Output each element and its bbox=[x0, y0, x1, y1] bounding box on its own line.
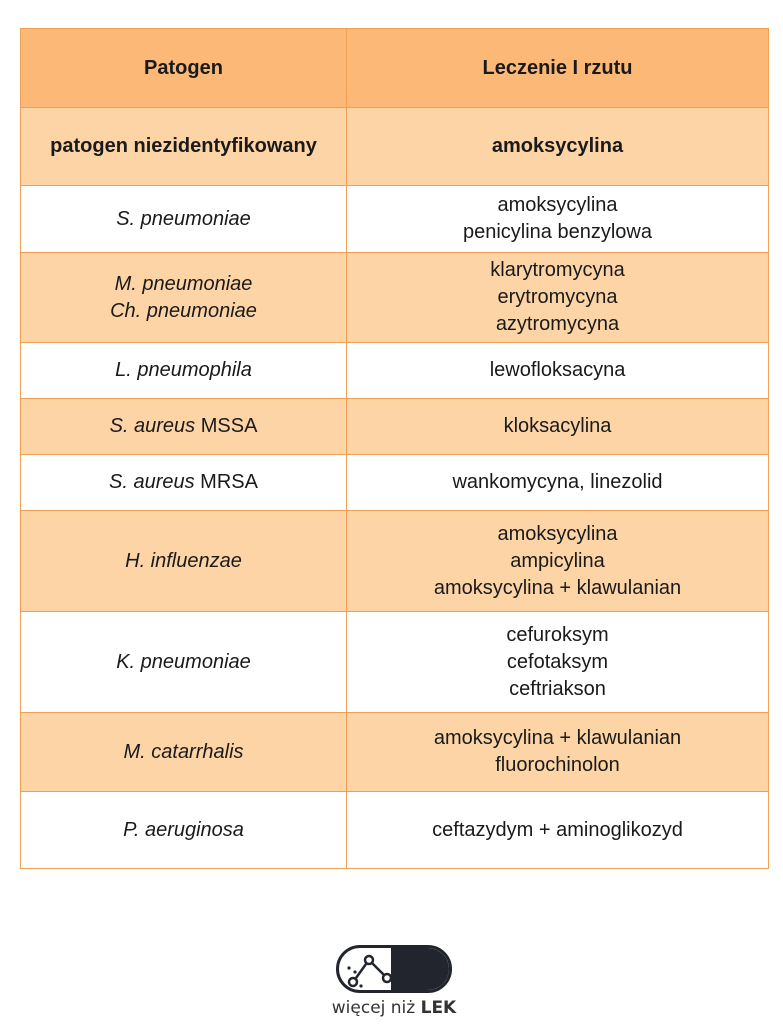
pathogen-cell: K. pneumoniae bbox=[20, 611, 347, 713]
table-row: S. aureus MRSA wankomycyna, linezolid bbox=[20, 454, 769, 511]
table-row: P. aeruginosa ceftazydym + aminoglikozyd bbox=[20, 791, 769, 869]
treatment-cell: amoksycylina + klawulanian fluorochinolo… bbox=[346, 712, 769, 792]
pathogen-name: S. aureus bbox=[109, 471, 195, 493]
treatment-line: ampicylina bbox=[510, 549, 605, 572]
brand-name: LEK bbox=[420, 998, 457, 1018]
pathogen-cell: M. catarrhalis bbox=[20, 712, 347, 792]
treatment-cell: amoksycylina penicylina benzylowa bbox=[346, 185, 769, 253]
treatment-line: cefuroksym bbox=[506, 623, 609, 646]
table-header-row: Patogen Leczenie I rzutu bbox=[20, 28, 769, 108]
header-pathogen: Patogen bbox=[20, 28, 347, 108]
treatment-cell: wankomycyna, linezolid bbox=[346, 454, 769, 511]
header-treatment: Leczenie I rzutu bbox=[346, 28, 769, 108]
pathogen-cell: H. influenzae bbox=[20, 510, 347, 612]
treatment-line: amoksycylina bbox=[497, 194, 618, 216]
treatment-line: amoksycylina + klawulanian bbox=[433, 576, 682, 599]
treatment-cell: amoksycylina bbox=[346, 107, 769, 186]
treatment-line: penicylina benzylowa bbox=[462, 221, 652, 243]
pathogen-line: M. pneumoniae bbox=[114, 272, 253, 295]
brand-logo bbox=[336, 945, 452, 999]
pathogen-cell: S. aureus MRSA bbox=[20, 454, 347, 511]
treatment-line: fluorochinolon bbox=[495, 754, 620, 776]
treatment-line: klarytromycyna bbox=[490, 259, 625, 281]
table-row: S. aureus MSSA kloksacylina bbox=[20, 398, 769, 455]
pill-dark-half bbox=[391, 948, 449, 990]
table-row: M. pneumoniae Ch. pneumoniae klarytromyc… bbox=[20, 252, 769, 343]
pill-icon bbox=[336, 945, 452, 993]
pathogen-strain: MSSA bbox=[195, 415, 258, 437]
table-row: S. pneumoniae amoksycylina penicylina be… bbox=[20, 185, 769, 253]
pathogen-cell: P. aeruginosa bbox=[20, 791, 347, 869]
table-row: M. catarrhalis amoksycylina + klawulania… bbox=[20, 712, 769, 792]
pathogen-line: Ch. pneumoniae bbox=[110, 299, 257, 322]
brand-prefix: więcej niż bbox=[331, 998, 421, 1018]
treatment-table: Patogen Leczenie I rzutu patogen niezide… bbox=[20, 28, 769, 869]
brand-wordmark: więcej niż LEK bbox=[314, 998, 474, 1018]
treatment-cell: lewofloksacyna bbox=[346, 342, 769, 399]
treatment-cell: ceftazydym + aminoglikozyd bbox=[346, 791, 769, 869]
molecule-icon bbox=[347, 954, 393, 988]
treatment-line: azytromycyna bbox=[495, 313, 620, 335]
treatment-cell: amoksycylina ampicylina amoksycylina + k… bbox=[346, 510, 769, 612]
treatment-line: amoksycylina bbox=[497, 522, 618, 545]
pathogen-strain: MRSA bbox=[194, 471, 258, 493]
treatment-cell: klarytromycyna erytromycyna azytromycyna bbox=[346, 252, 769, 343]
treatment-line: cefotaksym bbox=[506, 650, 609, 673]
pathogen-cell: patogen niezidentyfikowany bbox=[20, 107, 347, 186]
treatment-line: amoksycylina + klawulanian bbox=[433, 727, 682, 749]
pathogen-cell: L. pneumophila bbox=[20, 342, 347, 399]
pathogen-cell: S. pneumoniae bbox=[20, 185, 347, 253]
table-row: H. influenzae amoksycylina ampicylina am… bbox=[20, 510, 769, 612]
table-row: patogen niezidentyfikowany amoksycylina bbox=[20, 107, 769, 186]
treatment-line: ceftriakson bbox=[509, 677, 606, 700]
treatment-line: erytromycyna bbox=[497, 286, 618, 308]
treatment-cell: kloksacylina bbox=[346, 398, 769, 455]
pathogen-cell: M. pneumoniae Ch. pneumoniae bbox=[20, 252, 347, 343]
table-row: L. pneumophila lewofloksacyna bbox=[20, 342, 769, 399]
pathogen-name: S. aureus bbox=[109, 415, 196, 437]
pathogen-cell: S. aureus MSSA bbox=[20, 398, 347, 455]
table-row: K. pneumoniae cefuroksym cefotaksym ceft… bbox=[20, 611, 769, 713]
treatment-cell: cefuroksym cefotaksym ceftriakson bbox=[346, 611, 769, 713]
